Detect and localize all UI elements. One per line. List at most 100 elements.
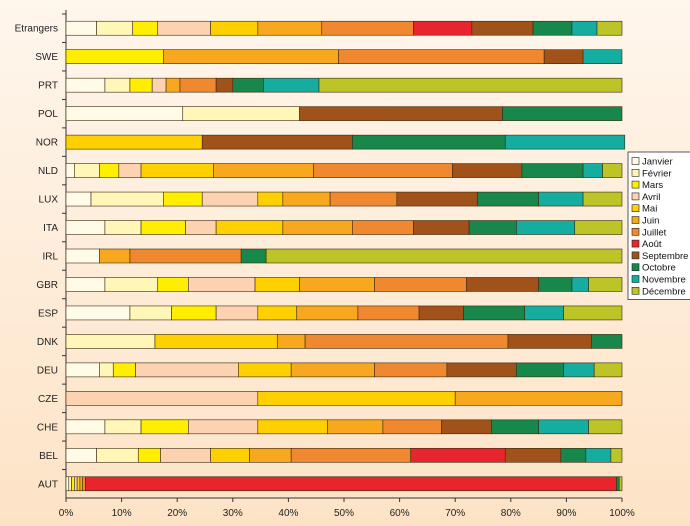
x-tick-label: 100%	[609, 508, 635, 519]
bar-segment	[532, 20, 573, 36]
bar-segment	[257, 391, 456, 406]
bar-segment	[71, 476, 75, 492]
bar-segment	[65, 20, 97, 36]
category-label: DEU	[37, 365, 58, 376]
bar-segment	[82, 476, 86, 492]
bar-segment	[215, 77, 234, 93]
bar-segment	[265, 248, 623, 264]
bar-segment	[65, 106, 184, 121]
bar-segment	[99, 248, 131, 264]
bar-segment	[96, 447, 139, 463]
bar-segment	[154, 334, 278, 349]
bar-segment	[137, 447, 161, 463]
category-label: IRL	[42, 252, 58, 263]
bar-segment	[290, 447, 412, 463]
bar-segment	[468, 220, 517, 235]
legend-swatch	[631, 263, 640, 272]
bar-segment	[396, 191, 478, 207]
legend-swatch	[631, 169, 640, 177]
bar-segment	[524, 305, 564, 321]
bar-segment	[65, 391, 259, 406]
bar-segment	[129, 77, 153, 93]
legend-swatch	[631, 216, 640, 224]
bar-segment	[257, 191, 284, 207]
bar-segment	[65, 134, 203, 150]
bar-segment	[112, 362, 136, 378]
legend-swatch	[631, 204, 640, 212]
legend-swatch	[631, 286, 640, 295]
bar-segment	[616, 476, 620, 492]
bar-segment	[516, 220, 576, 235]
category-label: NLD	[38, 166, 58, 177]
bar-segment	[299, 106, 503, 121]
bar-segment	[282, 191, 331, 207]
bar-segment	[446, 362, 517, 378]
bar-segment	[618, 476, 623, 492]
legend-label: Janvier	[642, 157, 673, 168]
bar-segment	[596, 20, 623, 36]
bar-segment	[65, 220, 106, 235]
category-label: NOR	[36, 138, 58, 149]
bar-segment	[254, 277, 300, 292]
bar-segment	[516, 362, 564, 378]
bar-segment	[132, 20, 159, 36]
bar-segment	[413, 20, 473, 36]
bar-segment	[129, 248, 242, 264]
bar-segment	[454, 391, 623, 406]
x-tick-label: 40%	[278, 508, 298, 519]
bar-segment	[76, 476, 81, 492]
bar-segment	[104, 277, 159, 292]
bar-segment	[585, 447, 612, 463]
x-tick-label: 0%	[59, 508, 74, 519]
bar-segment	[74, 163, 100, 178]
bar-segment	[240, 248, 267, 264]
bar-segment	[85, 476, 617, 492]
bar-segment	[374, 362, 448, 378]
bar-segment	[140, 419, 189, 435]
x-tick-label: 50%	[334, 508, 354, 519]
bar-segment	[79, 476, 83, 492]
bar-segment	[588, 277, 623, 292]
bar-segment	[504, 134, 626, 150]
bar-segment	[232, 77, 264, 93]
bar-segment	[257, 419, 328, 435]
bar-segment	[65, 362, 100, 378]
x-tick-label: 90%	[556, 508, 576, 519]
bar-segment	[160, 447, 211, 463]
bar-segment	[65, 49, 164, 65]
bar-segment	[477, 191, 539, 207]
bar-segment	[213, 163, 314, 178]
category-label: ESP	[38, 308, 58, 319]
bar-segment	[374, 277, 467, 292]
bar-segment	[65, 334, 156, 349]
bar-segment	[282, 220, 353, 235]
legend: JanvierFévrierMarsAvrilMaiJuinJuilletAoû…	[627, 151, 690, 301]
bar-segment	[104, 419, 142, 435]
bar-segment	[257, 20, 323, 36]
bar-segment	[571, 277, 589, 292]
bar-segment	[140, 220, 186, 235]
bar-segment	[466, 277, 539, 292]
bar-segment	[157, 20, 211, 36]
bar-segment	[338, 49, 545, 65]
bar-segment	[299, 277, 375, 292]
legend-swatch	[631, 157, 640, 165]
legend-swatch	[631, 180, 640, 189]
bar-segment	[118, 163, 142, 178]
bar-segment	[65, 248, 100, 264]
bar-segment	[588, 419, 623, 435]
bar-segment	[65, 305, 131, 321]
legend-swatch	[631, 251, 640, 260]
category-label: GBR	[36, 280, 58, 291]
bar-segment	[582, 49, 623, 65]
bar-segment	[543, 49, 584, 65]
bar-segment	[521, 163, 584, 178]
legend-label: Mai	[642, 204, 657, 215]
bar-segment	[502, 106, 623, 121]
category-label: PRT	[38, 81, 58, 92]
bar-segment	[382, 419, 442, 435]
bar-segment	[538, 191, 584, 207]
bar-segment	[318, 77, 623, 93]
bar-segment	[65, 447, 97, 463]
bar-segment	[591, 334, 623, 349]
